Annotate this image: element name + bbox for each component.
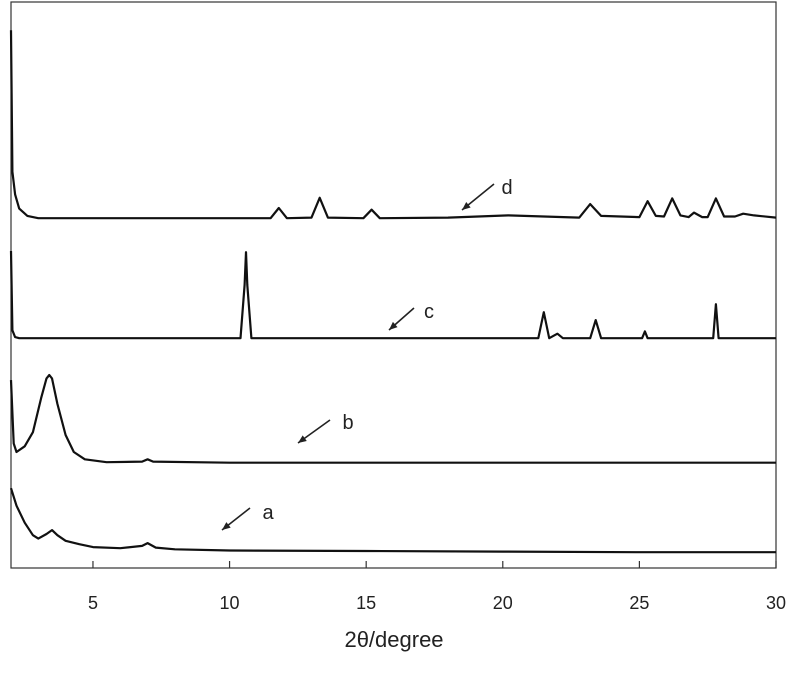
xrd-trace xyxy=(9,250,776,340)
x-axis-title: 2θ/degree xyxy=(344,627,443,652)
trace-label: d xyxy=(501,177,512,199)
x-tick-label: 20 xyxy=(493,593,513,613)
arrow-head xyxy=(462,202,471,210)
trace-label: b xyxy=(342,412,353,434)
xrd-trace xyxy=(9,30,777,220)
arrow-head xyxy=(389,321,398,330)
xrd-trace xyxy=(9,373,776,464)
x-tick-label: 10 xyxy=(220,593,240,613)
plot-frame xyxy=(10,1,777,569)
trace-label: a xyxy=(262,502,274,524)
x-tick-label: 5 xyxy=(88,593,98,613)
arrow-head xyxy=(222,522,231,530)
x-tick-label: 30 xyxy=(766,593,786,613)
arrow-head xyxy=(298,435,307,443)
trace-label: c xyxy=(424,301,434,323)
x-tick-label: 25 xyxy=(629,593,649,613)
xrd-trace xyxy=(9,487,776,554)
x-tick-label: 15 xyxy=(356,593,376,613)
